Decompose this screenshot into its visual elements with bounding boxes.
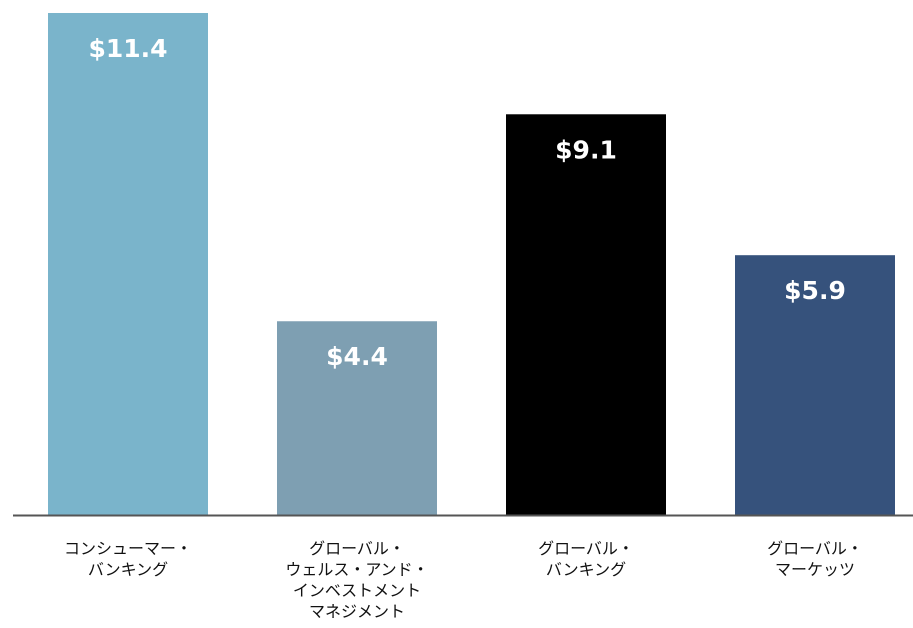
bar-2 — [277, 321, 437, 515]
bar-value-label-1: $11.4 — [88, 34, 167, 63]
bar-3 — [506, 114, 666, 515]
bar-value-label-3: $9.1 — [555, 135, 617, 164]
bar-value-label-4: $5.9 — [784, 276, 846, 305]
category-label-2: グローバル・ ウェルス・アンド・ インベストメント マネジメント — [285, 539, 429, 621]
bar-value-label-2: $4.4 — [326, 342, 388, 371]
bar-1 — [48, 13, 208, 515]
category-label-1: コンシューマー・ バンキング — [63, 539, 192, 579]
category-label-4: グローバル・ マーケッツ — [767, 539, 863, 579]
bar-4 — [735, 255, 895, 515]
category-label-3: グローバル・ バンキング — [538, 539, 634, 579]
